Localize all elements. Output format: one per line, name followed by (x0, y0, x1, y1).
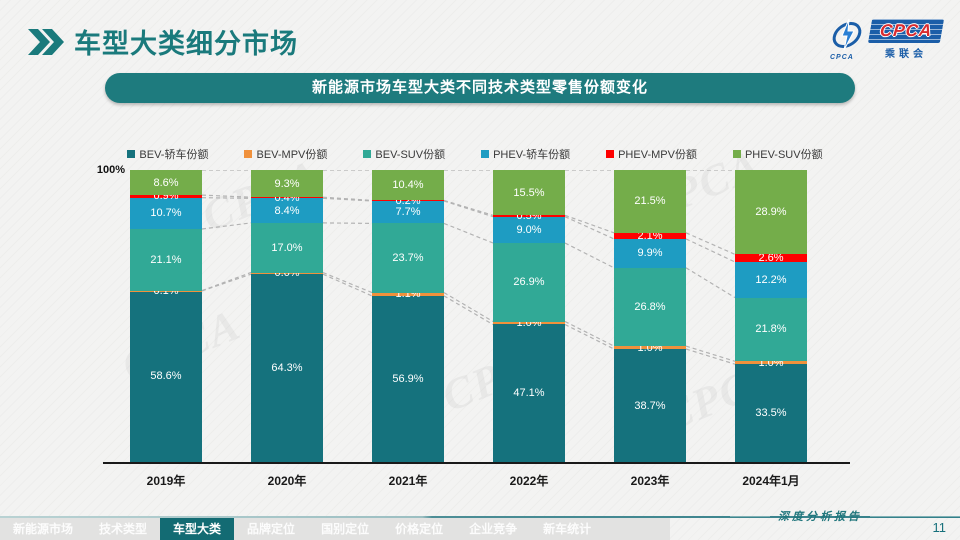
legend-item: PHEV-轿车份额 (481, 146, 570, 162)
footer-nav-item-价格定位[interactable]: 价格定位 (395, 522, 444, 536)
footer-nav-item-新车统计[interactable]: 新车统计 (543, 522, 592, 536)
header: 车型大类细分市场 (28, 22, 298, 61)
legend-swatch-icon (244, 150, 253, 158)
legend-item: PHEV-SUV份额 (732, 146, 823, 162)
legend-item: BEV-MPV份额 (244, 146, 327, 162)
cpca-chinese-name: 乘联会 (885, 48, 927, 60)
stacked-bar-2023年: 38.7% 1.0% 26.8% 9.9% 2.1% 21.5% (614, 170, 686, 462)
bar-segment (614, 238, 686, 268)
legend-label: PHEV-轿车份额 (493, 149, 571, 161)
bar-segment (251, 222, 323, 273)
bar-segment (372, 170, 444, 201)
stacked-bar-2022年: 47.1% 1.0% 26.9% 9.0% 0.5% 15.5% (493, 170, 565, 462)
category-label: 2022年 (509, 474, 549, 488)
bar-segment (735, 364, 807, 462)
bar-segment (130, 170, 202, 196)
stacked-bar-chart: BEV-轿车份额 BEV-MPV份额 BEV-SUV份额 PHEV-轿车份额 PHEV-… (95, 138, 855, 500)
bar-segment (614, 170, 686, 233)
page-title: 车型大类细分市场 (74, 29, 298, 59)
bar-segment (251, 170, 323, 198)
bar-segment (735, 170, 807, 255)
report-tag-line (870, 515, 960, 517)
cpca-emblem-icon: CPCA (828, 17, 866, 61)
bar-segment (735, 361, 807, 365)
bar-segment (735, 254, 807, 262)
bar-segment (614, 349, 686, 462)
footer-nav-item-品牌定位[interactable]: 品牌定位 (247, 522, 296, 536)
bar-segment (251, 197, 323, 199)
page-number: 11 (932, 520, 947, 535)
bar-segment (251, 274, 323, 462)
footer-nav-item-国别定位[interactable]: 国别定位 (321, 522, 370, 536)
legend-label: BEV-MPV份额 (256, 149, 328, 161)
legend-item: BEV-SUV份额 (363, 146, 445, 162)
category-label: 2020年 (267, 474, 307, 488)
stacked-bar-2024年1月: 33.5% 1.0% 21.8% 12.2% 2.6% 28.9% (735, 170, 807, 462)
bar-segment (130, 229, 202, 291)
bar-segment (493, 243, 565, 322)
bar-segment (251, 198, 323, 223)
bar-segment (130, 195, 202, 198)
bar-segment (735, 262, 807, 298)
series-connector-lines (201, 170, 736, 365)
bar-segment (735, 297, 807, 362)
category-label: 2023年 (630, 474, 670, 488)
footer-nav: 新能源市场 技术类型 车型大类 品牌定位 国别定位 价格定位 企业竞争 新车统计 (0, 518, 671, 540)
bar-segment (372, 292, 444, 296)
category-label: 2021年 (388, 474, 428, 488)
legend-swatch-icon (127, 150, 136, 158)
report-tag: 深度分析报告 (730, 508, 960, 524)
report-tag-line (730, 515, 770, 517)
bar-segment (614, 346, 686, 349)
legend-swatch-icon (606, 150, 615, 158)
bar-segment (130, 197, 202, 229)
category-label: 2024年1月 (742, 474, 800, 488)
footer-nav-item-技术类型[interactable]: 技术类型 (99, 522, 148, 536)
plot-area: 58.6% 0.1% 21.1% 10.7% 0.9% 8.6% 64.3% 0.6% 17.0… (95, 170, 855, 462)
legend-swatch-icon (732, 150, 741, 158)
stacked-bar-2021年: 56.9% 1.1% 23.7% 7.7% 0.2% 10.4% (372, 170, 444, 462)
bar-segment (614, 232, 686, 239)
bar-segment (493, 215, 565, 217)
footer-nav-item-车型大类[interactable]: 车型大类 (160, 518, 235, 540)
bar-segment (493, 216, 565, 243)
cpca-logo: CPCA CPCA 乘联会 (828, 15, 946, 63)
cpca-acronym-box: CPCA (867, 18, 945, 43)
bar-segment (372, 295, 444, 462)
footer-nav-item-企业竞争[interactable]: 企业竞争 (469, 522, 518, 536)
legend-label: BEV-轿车份额 (139, 149, 209, 161)
bar-segment (493, 324, 565, 462)
legend-label: BEV-SUV份额 (375, 149, 446, 161)
chart-legend: BEV-轿车份额 BEV-MPV份额 BEV-SUV份额 PHEV-轿车份额 PHEV-… (95, 146, 855, 162)
report-label: 深度分析报告 (778, 510, 862, 523)
bar-segment (614, 267, 686, 347)
legend-swatch-icon (481, 150, 490, 158)
legend-label: PHEV-MPV份额 (618, 149, 697, 161)
chart-title-banner: 新能源市场车型大类不同技术类型零售份额变化 (105, 73, 855, 103)
x-axis-line (103, 462, 850, 464)
stacked-bar-2019年: 58.6% 0.1% 21.1% 10.7% 0.9% 8.6% (130, 170, 202, 462)
bar-segment (372, 200, 444, 201)
bar-segment (372, 200, 444, 224)
cpca-emblem-caption: CPCA (830, 54, 854, 61)
bar-segment (372, 223, 444, 293)
legend-label: PHEV-SUV份额 (744, 149, 823, 161)
bar-segment (251, 272, 323, 275)
legend-swatch-icon (363, 150, 372, 158)
footer-nav-item-新能源市场[interactable]: 新能源市场 (13, 522, 74, 536)
bar-segment (493, 321, 565, 325)
y-axis-max-label: 100% (96, 164, 125, 176)
footer-divider-line (0, 516, 960, 518)
category-label: 2019年 (146, 474, 186, 488)
cpca-wordmark: CPCA 乘联会 (867, 18, 945, 60)
stacked-bar-2020年: 64.3% 0.6% 17.0% 8.4% 0.4% 9.3% (251, 170, 323, 462)
bar-segment (130, 290, 202, 462)
legend-item: PHEV-MPV份额 (606, 146, 697, 162)
cpca-acronym: CPCA (878, 20, 934, 40)
bar-segment (493, 170, 565, 216)
legend-item: BEV-轿车份额 (127, 146, 208, 162)
double-chevron-icon (28, 28, 64, 55)
